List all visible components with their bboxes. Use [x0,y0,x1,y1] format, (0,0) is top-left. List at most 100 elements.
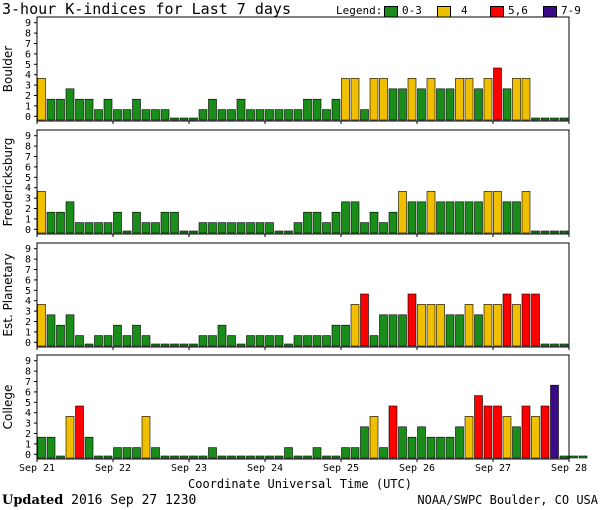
k-bar [512,304,521,347]
k-bar [94,335,103,347]
updated-label: Updated [2,493,64,508]
k-bar [398,191,407,234]
k-bar [236,98,246,121]
k-bar [369,335,379,347]
y-tick-label: 3 [25,307,31,318]
y-tick-label: 5 [25,173,31,184]
y-tick-label: 0 [25,338,31,349]
k-bar [198,335,208,347]
k-bar [236,455,246,459]
k-bar [160,109,170,121]
k-bar [227,335,236,347]
k-bar [540,117,550,121]
k-bar [341,201,350,234]
k-bar [493,191,502,234]
k-bar [445,436,455,459]
k-bar [265,335,274,347]
k-bar [369,78,379,121]
k-bar [56,324,65,347]
k-bar [132,211,141,234]
k-bar [350,201,360,234]
k-bar [151,109,160,121]
k-bar [274,455,284,459]
y-tick-label: 2 [25,429,31,440]
k-bar [341,447,350,459]
k-bar [246,335,255,347]
k-bar [284,109,293,121]
y-tick-label: 8 [25,367,31,378]
x-tick-label: Sep 22 [95,463,131,474]
k-bar [46,314,56,347]
k-bar [341,78,350,121]
y-tick-label: 4 [25,183,31,194]
y-tick-label: 6 [25,275,31,286]
updated-timestamp: Updated 2016 Sep 27 1230 [2,493,196,508]
k-bar [483,405,493,459]
k-bar [360,293,369,347]
k-bar [208,447,217,459]
k-bar [255,222,265,234]
k-bar [550,343,559,347]
k-bar [569,455,578,459]
k-bar [360,426,369,459]
k-bar [388,405,398,459]
y-tick-label: 1 [25,439,31,450]
k-bar [312,335,322,347]
k-bar [531,230,540,234]
k-bar [170,117,179,121]
k-bar [312,211,322,234]
k-bar [151,447,160,459]
k-bar [236,343,246,347]
y-tick-label: 7 [25,265,31,276]
k-bar [227,222,236,234]
k-bar [103,335,113,347]
y-tick-label: 0 [25,225,31,236]
k-bar [512,201,521,234]
k-bar [84,436,94,459]
y-tick-label: 8 [25,255,31,266]
k-bar [274,109,284,121]
k-bar [75,222,84,234]
k-bar [84,98,94,121]
k-bar [341,324,350,347]
k-bar [550,117,559,121]
k-bar [65,88,75,121]
k-bar [217,455,227,459]
y-tick-label: 3 [25,419,31,430]
k-bar [322,335,331,347]
k-bar [37,78,46,121]
k-bar [37,304,46,347]
k-bar [132,447,141,459]
k-bar [426,78,436,121]
k-bar [208,98,217,121]
k-bar [179,343,189,347]
legend-item-0-3: 0-3 [402,4,422,17]
k-bar [559,117,569,121]
k-bar [189,117,198,121]
k-bar [464,416,474,459]
k-bar [122,335,132,347]
k-bar [274,335,284,347]
k-bar [265,222,274,234]
k-bar [132,324,141,347]
k-bar [559,455,569,459]
k-bar [103,222,113,234]
legend-item-7-9: 7-9 [561,4,581,17]
k-bar [113,324,122,347]
y-tick-label: 2 [25,204,31,215]
k-bar [521,405,531,459]
k-bar [426,304,436,347]
k-bar [474,395,483,459]
y-tick-label: 2 [25,317,31,328]
k-bar [227,455,236,459]
k-bar [236,222,246,234]
k-bar [274,230,284,234]
k-bar [198,109,208,121]
k-bar [160,211,170,234]
k-bar [445,88,455,121]
k-bar [493,67,502,121]
k-bar [160,455,170,459]
y-tick-label: 7 [25,39,31,50]
k-bar [436,304,445,347]
k-bar [284,230,293,234]
